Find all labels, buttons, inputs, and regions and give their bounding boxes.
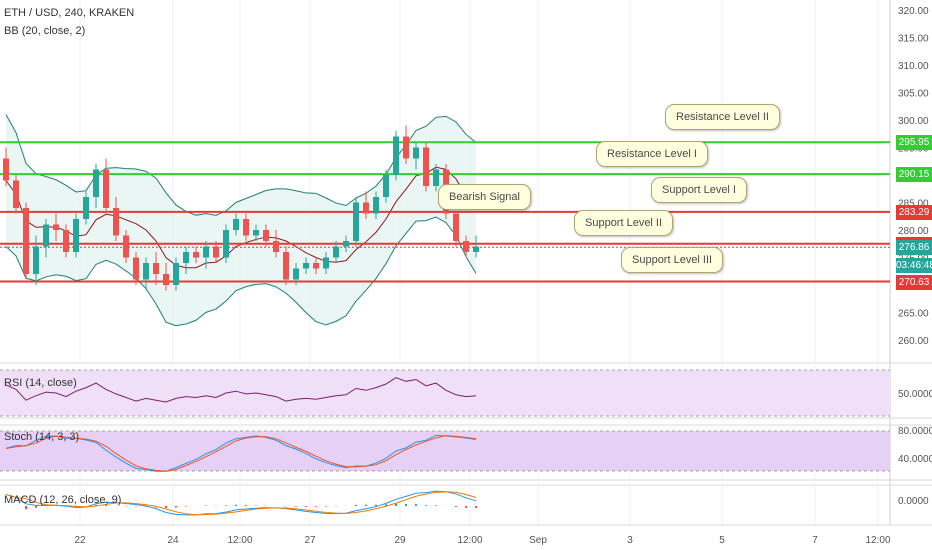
candle-body	[113, 208, 119, 236]
candle-body	[363, 202, 369, 214]
price-tick-label: 305.00	[898, 89, 929, 100]
candle-body	[83, 197, 89, 219]
candle-body	[383, 175, 389, 197]
price-tag-2: 283.29	[896, 204, 932, 220]
time-tick-label: 29	[394, 535, 406, 546]
candle-body	[283, 252, 289, 280]
candle-body	[243, 219, 249, 236]
stoch-tick-label: 80.0000	[898, 426, 932, 437]
candle-body	[13, 180, 19, 208]
candle-body	[3, 158, 9, 181]
signal-line	[5, 491, 477, 516]
candle-body	[23, 208, 29, 274]
time-tick-label: 12:00	[227, 535, 252, 546]
candle-body	[183, 252, 189, 263]
candle-body	[93, 169, 99, 197]
callout-resistance-2: Resistance Level II	[665, 104, 780, 130]
stoch-d-line	[5, 435, 477, 472]
time-tick-label: Sep	[529, 535, 547, 546]
price-tick-label: 320.00	[898, 6, 929, 17]
bollinger-legend: BB (20, close, 2)	[4, 25, 86, 37]
candle-body	[63, 230, 69, 252]
callout-support-3: Support Level III	[621, 247, 724, 273]
candle-body	[233, 219, 239, 230]
candle-body	[173, 263, 179, 285]
candle-body	[353, 202, 359, 241]
stoch-k-line	[5, 434, 477, 472]
time-tick-label: 12:00	[457, 535, 482, 546]
candle-body	[203, 246, 209, 258]
rsi-tick-label: 50.0000	[898, 389, 932, 400]
price-tick-label: 285.00	[898, 199, 929, 210]
price-tag-1: 290.15	[896, 167, 932, 183]
bollinger-band-fill	[6, 114, 476, 326]
stoch-label: Stoch (14, 3, 3)	[4, 431, 80, 443]
time-tick-label: 27	[304, 535, 316, 546]
candle-body	[303, 263, 309, 269]
candle-body	[253, 230, 259, 236]
candle-body	[163, 274, 169, 285]
time-tick-label: 7	[812, 535, 818, 546]
symbol-title: ETH / USD, 240, KRAKEN	[4, 7, 135, 19]
time-tick-label: 3	[627, 535, 633, 546]
candle-body	[123, 235, 129, 258]
candle-body	[333, 246, 339, 258]
candle-body	[273, 241, 279, 252]
rsi-line	[5, 377, 477, 403]
macd-tick-label: 0.0000	[898, 496, 929, 507]
candle-body	[53, 224, 59, 230]
price-tick-label: 265.00	[898, 309, 929, 320]
candle-body	[323, 257, 329, 269]
candle-body	[373, 197, 379, 214]
time-tick-label: 22	[74, 535, 86, 546]
price-tick-label: 310.00	[898, 61, 929, 72]
callout-bearish-signal: Bearish Signal	[438, 184, 531, 210]
candle-body	[293, 268, 299, 280]
candle-body	[153, 263, 159, 274]
price-tick-label: 260.00	[898, 336, 929, 347]
candle-body	[193, 252, 199, 258]
callout-support-1: Support Level I	[651, 177, 747, 203]
price-tag-6: 270.63	[896, 274, 932, 290]
candle-body	[453, 213, 459, 241]
candle-body	[103, 169, 109, 208]
rsi-band	[0, 370, 890, 416]
candle-body	[413, 147, 419, 159]
macd-label: MACD (12, 26, close, 9)	[4, 494, 122, 506]
time-tick-label: 5	[719, 535, 725, 546]
callout-resistance-1: Resistance Level I	[596, 141, 708, 167]
candle-body	[73, 219, 79, 252]
candle-body	[143, 263, 149, 280]
time-tick-label: 24	[167, 535, 179, 546]
candle-body	[393, 136, 399, 175]
candle-body	[463, 241, 469, 252]
candle-body	[423, 147, 429, 186]
price-tick-label: 315.00	[898, 34, 929, 45]
candle-body	[33, 246, 39, 274]
candle-body	[213, 246, 219, 258]
price-tick-label: 300.00	[898, 116, 929, 127]
price-tag-5: 03:46:48	[896, 257, 932, 273]
candle-body	[473, 246, 479, 252]
candle-body	[43, 224, 49, 247]
candle-body	[313, 263, 319, 269]
candle-body	[433, 169, 439, 186]
price-tick-label: 280.00	[898, 226, 929, 237]
candle-body	[403, 136, 409, 159]
rsi-label: RSI (14, close)	[4, 377, 77, 389]
candle-body	[223, 230, 229, 258]
candle-body	[343, 241, 349, 247]
stoch-tick-label: 40.0000	[898, 454, 932, 465]
time-tick-label: 12:00	[865, 535, 890, 546]
price-tag-4: 276.86	[896, 240, 932, 256]
callout-support-2: Support Level II	[574, 210, 674, 236]
candle-body	[133, 257, 139, 280]
candle-body	[263, 230, 269, 241]
stoch-band	[0, 431, 890, 471]
price-tag-0: 295.95	[896, 135, 932, 151]
